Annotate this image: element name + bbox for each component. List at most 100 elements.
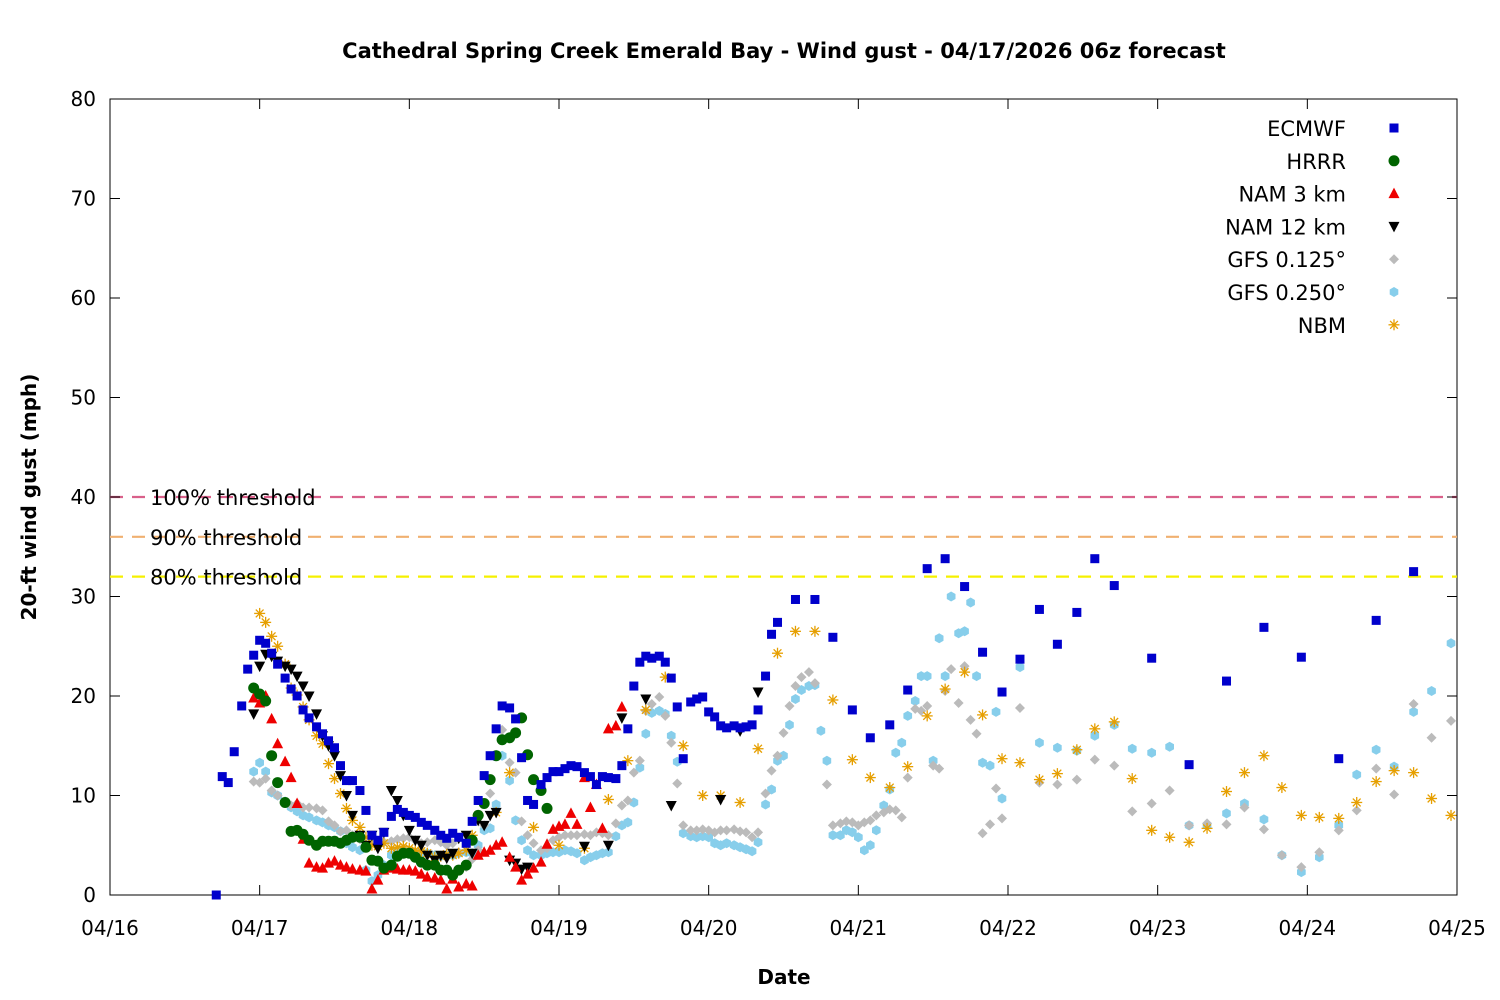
data-point (311, 730, 323, 742)
data-point (1071, 774, 1082, 785)
x-tick-label: 04/24 (1279, 916, 1337, 940)
data-point (872, 825, 881, 836)
data-point (966, 597, 975, 608)
data-point (796, 672, 807, 683)
data-point (1034, 604, 1044, 614)
data-point (1014, 757, 1026, 769)
data-point (386, 811, 396, 821)
data-point (255, 635, 265, 645)
data-point (692, 694, 702, 704)
data-point (497, 701, 507, 711)
data-point (1409, 567, 1419, 577)
data-point (635, 657, 645, 667)
data-point (611, 774, 621, 784)
data-point (334, 859, 346, 870)
data-point (686, 697, 696, 707)
data-point (865, 815, 876, 826)
data-point (678, 754, 688, 764)
data-point (496, 836, 508, 847)
data-point (243, 664, 253, 674)
data-point (460, 859, 472, 871)
data-point (616, 713, 628, 724)
data-point (960, 582, 970, 592)
data-point (317, 862, 329, 873)
y-tick-label: 0 (83, 883, 96, 907)
data-point (354, 831, 366, 843)
legend-marker (1388, 155, 1400, 167)
data-point (996, 753, 1008, 765)
legend-label: HRRR (1286, 150, 1346, 174)
data-point (854, 832, 863, 843)
data-point (1427, 686, 1436, 696)
data-point (1221, 819, 1232, 830)
data-point (616, 800, 627, 811)
data-point (1333, 825, 1344, 836)
data-point (261, 638, 271, 648)
data-point (610, 719, 622, 731)
data-point (1184, 760, 1194, 770)
data-point (330, 743, 339, 753)
data-point (940, 554, 950, 564)
data-point (1165, 741, 1174, 752)
data-point (1389, 789, 1400, 800)
data-point (903, 710, 913, 721)
data-point (304, 812, 314, 823)
data-point (978, 757, 987, 768)
data-point (510, 861, 522, 872)
data-point (910, 696, 920, 706)
data-point (522, 830, 533, 841)
data-point (223, 778, 233, 788)
data-point (803, 667, 814, 678)
data-point (535, 856, 547, 867)
data-point (447, 848, 459, 860)
data-point (597, 772, 607, 782)
data-point (602, 793, 614, 805)
data-point (921, 710, 933, 722)
data-point (623, 817, 633, 828)
data-point (628, 767, 639, 778)
data-point (572, 848, 582, 859)
data-point (478, 820, 490, 832)
data-point (827, 820, 838, 831)
data-point (554, 767, 564, 777)
data-point (640, 704, 652, 716)
data-point (790, 594, 800, 604)
data-point (729, 721, 739, 731)
data-point (409, 835, 421, 847)
y-tick-label: 30 (71, 585, 96, 609)
data-point (360, 865, 372, 876)
data-point (634, 755, 645, 766)
data-point (647, 653, 657, 663)
data-point (579, 768, 589, 778)
y-tick-label: 20 (71, 684, 96, 708)
data-point (753, 705, 763, 715)
data-point (960, 626, 969, 637)
data-point (479, 771, 489, 781)
data-point (735, 723, 745, 733)
data-point (473, 795, 483, 805)
data-point (1035, 737, 1044, 748)
data-point (1014, 702, 1025, 713)
data-point (272, 790, 283, 801)
legend-label: GFS 0.250° (1227, 281, 1346, 305)
data-point (340, 861, 352, 872)
data-point (722, 723, 732, 733)
data-point (821, 779, 832, 790)
data-point (1446, 715, 1457, 726)
data-point (572, 762, 582, 772)
data-point (422, 837, 433, 848)
data-point (922, 564, 932, 574)
data-point (279, 755, 291, 767)
data-point (1388, 765, 1400, 777)
data-point (809, 678, 820, 689)
data-point (752, 743, 764, 755)
data-point (611, 831, 621, 842)
data-point (797, 685, 806, 695)
data-point (548, 767, 558, 777)
data-point (565, 830, 576, 841)
data-point (741, 827, 752, 838)
data-point (1222, 676, 1232, 686)
data-point (260, 616, 272, 628)
data-point (772, 647, 784, 659)
data-point (773, 617, 783, 627)
